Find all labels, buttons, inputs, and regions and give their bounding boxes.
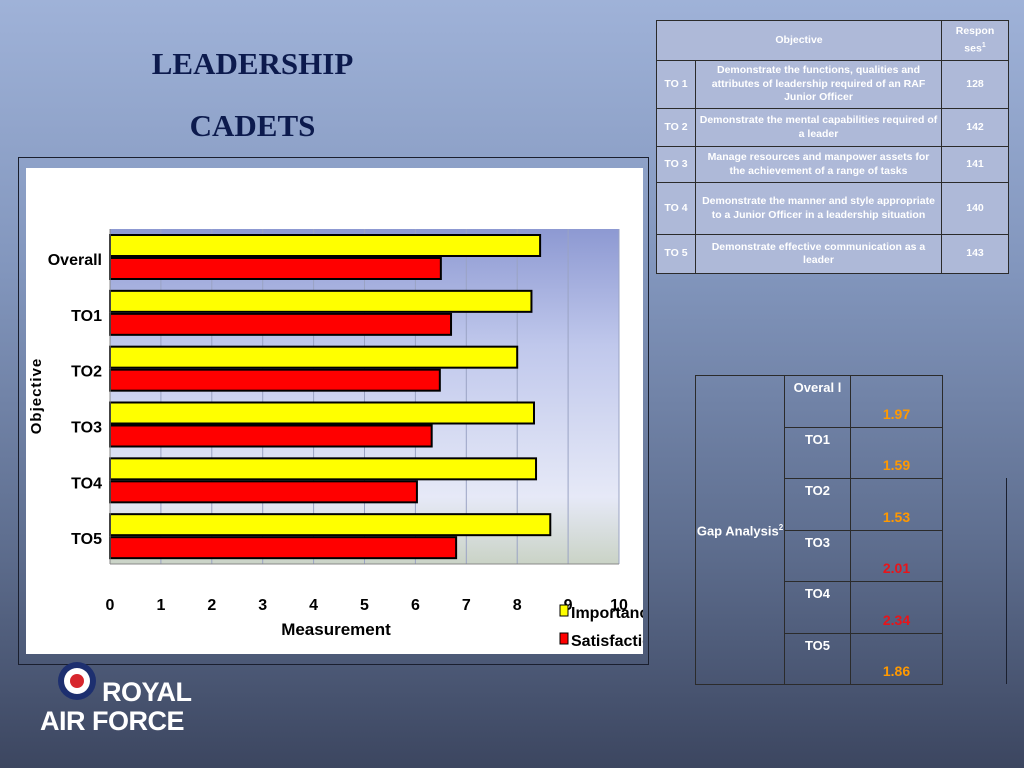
x-tick-label: 8 [513, 597, 522, 614]
objective-text: Demonstrate the mental capabilities requ… [695, 108, 942, 147]
gap-category: TO1 [784, 427, 851, 479]
table-row: TO 2 Demonstrate the mental capabilities… [656, 108, 1009, 147]
y-category-label: TO5 [71, 531, 102, 548]
title-cadets: CADETS [189, 108, 316, 143]
gap-category: TO4 [784, 581, 851, 634]
bar-satisfaction-to2 [109, 368, 441, 392]
objectives-table: Objective Respon ses1 TO 1 Demonstrate t… [656, 20, 1009, 274]
gap-value: 2.01 [850, 530, 943, 582]
x-tick-label: 6 [411, 597, 420, 614]
responses-header: Respon ses1 [941, 20, 1009, 61]
bar-importance-to4 [109, 457, 538, 481]
objective-responses: 141 [941, 146, 1009, 183]
table-row: TO4 2.34 [696, 581, 943, 634]
y-axis-label: Objective [28, 358, 45, 435]
legend-swatch-satisfaction [559, 632, 569, 645]
title-leadership: LEADERSHIP [151, 46, 354, 81]
y-category-label: Overall [48, 252, 102, 269]
objective-id: TO 1 [656, 60, 696, 109]
gap-analysis-label: Gap Analysis2 [695, 375, 785, 685]
objective-responses: 128 [941, 60, 1009, 109]
table-row: TO3 2.01 [696, 530, 943, 582]
gap-value: 1.53 [850, 478, 943, 531]
bar-importance-to2 [109, 345, 519, 369]
divider-line [1006, 478, 1007, 684]
gap-analysis-text: Gap Analysis [696, 523, 779, 539]
x-tick-label: 4 [309, 597, 318, 614]
gap-value: 1.97 [850, 375, 943, 428]
gap-value: 1.86 [850, 633, 943, 685]
objective-responses: 142 [941, 108, 1009, 147]
bar-importance-to3 [109, 401, 535, 425]
objective-text: Demonstrate the functions, qualities and… [695, 60, 942, 109]
legend-swatch-importance [559, 604, 569, 617]
legend-label-importance: Importance [571, 605, 643, 622]
y-category-label: TO4 [71, 475, 102, 492]
table-row: TO2 1.53 [696, 478, 943, 531]
objective-id: TO 3 [656, 146, 696, 183]
x-tick-label: 5 [360, 597, 369, 614]
gap-analysis-table: Gap Analysis2 Overal l 1.97 TO1 1.59 TO2… [695, 375, 943, 685]
objective-header: Objective [656, 20, 942, 61]
x-tick-label: 10 [610, 597, 628, 614]
x-axis-label: Measurement [281, 620, 391, 639]
x-tick-label: 2 [207, 597, 216, 614]
gap-category: TO2 [784, 478, 851, 531]
roundel-centre [70, 674, 84, 688]
legend-label-satisfaction: Satisfaction [571, 633, 643, 650]
x-tick-label: 1 [156, 597, 165, 614]
gap-category: Overal l [784, 375, 851, 428]
bar-satisfaction-to5 [109, 536, 458, 560]
y-category-label: TO2 [71, 364, 102, 381]
gap-category: TO5 [784, 633, 851, 685]
table-row: TO 4 Demonstrate the manner and style ap… [656, 182, 1009, 235]
objective-responses: 140 [941, 182, 1009, 235]
objective-text: Demonstrate effective communication as a… [695, 234, 942, 274]
objectives-header-row: Objective Respon ses1 [656, 20, 1009, 61]
bar-satisfaction-to1 [109, 312, 453, 336]
bar-importance-to5 [109, 513, 552, 537]
logo-royal: ROYAL [102, 677, 192, 707]
y-category-label: TO3 [71, 420, 102, 437]
table-row: TO5 1.86 [696, 633, 943, 685]
objective-id: TO 4 [656, 182, 696, 235]
table-row: TO 3 Manage resources and manpower asset… [656, 146, 1009, 183]
bar-satisfaction-to3 [109, 424, 433, 448]
y-category-label: TO1 [71, 308, 102, 325]
bar-satisfaction-overall [109, 257, 442, 280]
objective-responses: 143 [941, 234, 1009, 274]
bar-importance-overall [109, 234, 542, 257]
bar-satisfaction-to4 [109, 480, 418, 504]
objective-id: TO 5 [656, 234, 696, 274]
table-row: Gap Analysis2 Overal l 1.97 [695, 375, 943, 685]
responses-header-text: Respon ses [955, 25, 995, 55]
gap-value: 2.34 [850, 581, 943, 634]
gap-analysis-footnote: 2 [778, 523, 784, 533]
table-row: TO1 1.59 [696, 427, 943, 479]
objective-text: Manage resources and manpower assets for… [695, 146, 942, 183]
raf-logo: ROYAL AIR FORCE [40, 662, 192, 735]
chart-frame [18, 157, 649, 665]
bar-importance-to1 [109, 289, 533, 313]
x-tick-label: 3 [258, 597, 267, 614]
x-tick-label: 0 [106, 597, 115, 614]
responses-footnote: 1 [981, 41, 986, 49]
logo-air-force: AIR FORCE [40, 706, 184, 735]
table-row: TO 5 Demonstrate effective communication… [656, 234, 1009, 274]
table-row: TO 1 Demonstrate the functions, qualitie… [656, 60, 1009, 109]
x-tick-label: 7 [462, 597, 471, 614]
gap-value: 1.59 [850, 427, 943, 479]
legend: Importance Satisfaction [559, 604, 643, 650]
objective-id: TO 2 [656, 108, 696, 147]
objective-text: Demonstrate the manner and style appropr… [695, 182, 942, 235]
gap-category: TO3 [784, 530, 851, 582]
